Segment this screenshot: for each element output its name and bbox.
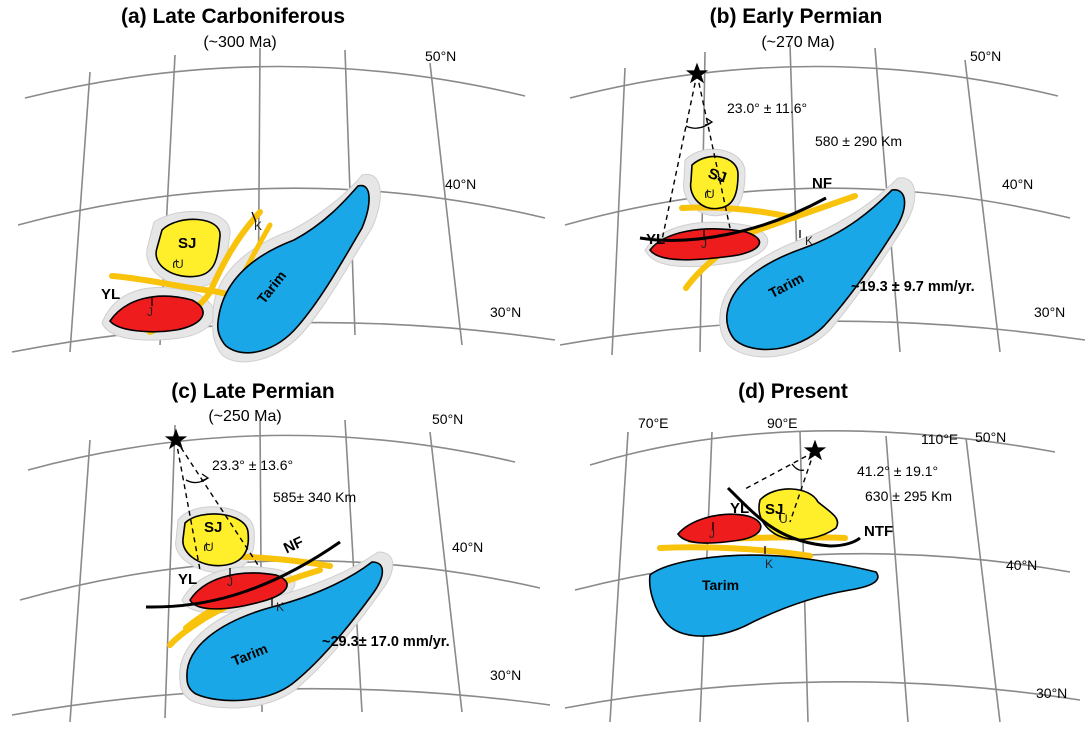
site-label-u-c: U (205, 540, 214, 554)
pole-ray-c2 (175, 439, 259, 566)
block-tarim-b (725, 189, 906, 351)
tectonic-blocks-b (639, 62, 916, 358)
block-sj-d (758, 488, 839, 541)
tectonic-blocks-c (145, 428, 394, 709)
block-sj-c (182, 513, 250, 567)
site-label-j-b: J (701, 237, 707, 251)
panel-c: (c) Late Permian (~250 Ma) 50°N 40°N 30°… (11, 380, 551, 723)
pole-ray-d1 (742, 451, 815, 491)
suture-belt-d1 (657, 544, 813, 559)
block-sj-b (689, 155, 739, 210)
displacement-c: 585± 340 Km (273, 489, 356, 505)
displacement-d: 630 ± 295 Km (865, 488, 952, 504)
tectonic-blocks-d (648, 439, 879, 637)
lat-label-50n-b: 50°N (970, 48, 1001, 64)
fault-label-b: NF (812, 175, 832, 192)
panel-a-age: (~300 Ma) (203, 34, 276, 51)
lat-label-40n-a: 40°N (445, 176, 476, 192)
site-label-j-a: J (147, 305, 153, 319)
angle-arc-c (185, 477, 209, 484)
suture-belt-b1 (679, 204, 798, 221)
panel-b-title: (b) Early Permian (710, 5, 883, 28)
block-label-sj-b: SJ (706, 165, 729, 187)
fault-label-d: NTF (864, 523, 893, 540)
block-label-sj-c: SJ (204, 519, 222, 536)
block-yl-b (649, 228, 761, 261)
fault-line-c (145, 540, 341, 609)
site-label-k-a: K (254, 219, 262, 233)
panel-c-age: (~250 Ma) (208, 408, 281, 425)
block-yl-a (109, 295, 204, 333)
site-label-k-c: K (276, 600, 284, 614)
site-label-u-a: U (175, 257, 184, 271)
angle-arc-d (791, 463, 805, 472)
pole-ray-c1 (175, 439, 201, 571)
site-label-j-c: J (227, 575, 233, 589)
block-sj-a (155, 218, 221, 278)
pole-ray-d2 (789, 451, 815, 523)
fault-line-b (639, 196, 827, 242)
block-tarim-a (216, 184, 370, 354)
pole-ray-b1 (661, 73, 698, 241)
panel-b: (b) Early Permian (~270 Ma) 50°N 40°N 30… (559, 5, 1086, 358)
panel-a-title: (a) Late Carboniferous (121, 5, 345, 28)
panel-d: (d) Present 70°E 90°E 110°E 50°N 40°N 30… (564, 380, 1081, 723)
lat-label-40n-d: 40°N (1006, 557, 1037, 573)
tectonic-blocks-a (101, 173, 381, 363)
block-label-sj-d: SJ (765, 501, 783, 518)
site-label-u-d: U (779, 512, 788, 526)
lat-label-40n-c: 40°N (452, 539, 483, 555)
panel-a: (a) Late Carboniferous (~300 Ma) 50°N 40… (11, 5, 556, 363)
rotation-angle-b: 23.0° ± 11.6° (727, 100, 807, 116)
block-label-yl-b: YL (646, 231, 665, 248)
lat-label-50n-a: 50°N (425, 48, 456, 64)
lon-label-90e-d: 90°E (767, 415, 798, 431)
block-label-yl-d: YL (730, 500, 749, 517)
lat-label-50n-c: 50°N (432, 411, 463, 427)
block-label-yl-a: YL (101, 286, 120, 303)
block-label-yl-c: YL (178, 571, 197, 588)
lon-label-110e-d: 110°E (921, 431, 958, 447)
block-label-sj-a: SJ (178, 235, 196, 252)
lat-label-30n-c: 30°N (490, 667, 521, 683)
block-tarim-d (648, 554, 879, 637)
lat-label-30n-a: 30°N (490, 304, 521, 320)
panel-b-age: (~270 Ma) (761, 34, 834, 51)
suture-belt-c2 (167, 567, 323, 648)
velocity-b: ~19.3 ± 9.7 mm/yr. (851, 279, 975, 295)
block-label-tarim-d: Tarim (702, 577, 739, 593)
fault-line-d (726, 486, 861, 548)
displacement-b: 580 ± 290 Km (815, 133, 902, 149)
lat-label-40n-b: 40°N (1002, 176, 1033, 192)
lat-label-30n-b: 30°N (1034, 304, 1065, 320)
velocity-c: ~29.3± 17.0 mm/yr. (322, 634, 450, 650)
block-yl-d (676, 513, 762, 544)
panel-d-title: (d) Present (738, 380, 848, 403)
lat-label-50n-d: 50°N (975, 429, 1006, 445)
site-label-k-b: K (805, 234, 813, 248)
site-label-u-b: U (706, 187, 715, 201)
graticule-b (559, 44, 1086, 356)
star-icon (803, 439, 827, 461)
site-label-k-d: K (765, 557, 773, 571)
lon-label-70e-d: 70°E (638, 415, 669, 431)
fault-label-c: NF (281, 533, 306, 557)
rotation-angle-d: 41.2° ± 19.1° (857, 463, 938, 479)
block-tarim-c (186, 561, 384, 702)
lat-label-30n-d: 30°N (1036, 685, 1067, 701)
site-label-j-d: J (709, 527, 715, 541)
star-icon (164, 428, 188, 450)
panel-c-title: (c) Late Permian (171, 380, 334, 403)
rotation-angle-c: 23.3° ± 13.6° (212, 457, 293, 473)
